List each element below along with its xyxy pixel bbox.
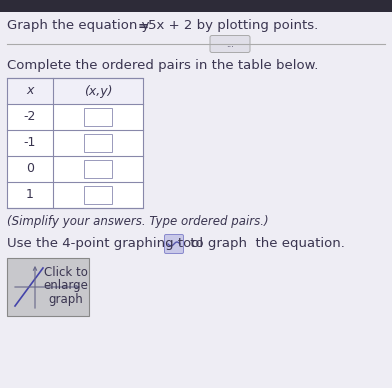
- FancyBboxPatch shape: [165, 234, 183, 253]
- Text: -1: -1: [24, 137, 36, 149]
- Text: enlarge: enlarge: [44, 279, 89, 293]
- Text: =: =: [138, 19, 149, 33]
- Text: ...: ...: [226, 40, 234, 49]
- FancyBboxPatch shape: [210, 35, 250, 52]
- Text: Use the 4-point graphing tool: Use the 4-point graphing tool: [7, 237, 203, 251]
- Bar: [84, 134, 112, 152]
- Text: -2: -2: [24, 111, 36, 123]
- Text: (x,y): (x,y): [84, 85, 112, 97]
- Text: to graph  the equation.: to graph the equation.: [186, 237, 345, 251]
- Bar: [84, 108, 112, 126]
- Bar: [84, 186, 112, 204]
- Text: 5x + 2 by plotting points.: 5x + 2 by plotting points.: [148, 19, 318, 33]
- Bar: [84, 160, 112, 178]
- Text: x: x: [26, 85, 34, 97]
- Text: Complete the ordered pairs in the table below.: Complete the ordered pairs in the table …: [7, 59, 318, 71]
- Text: (Simplify your answers. Type ordered pairs.): (Simplify your answers. Type ordered pai…: [7, 215, 269, 229]
- Text: 0: 0: [26, 163, 34, 175]
- Text: Click to: Click to: [44, 265, 88, 279]
- Text: Graph the equation y: Graph the equation y: [7, 19, 149, 33]
- Bar: [7, 78, 143, 104]
- Bar: [7, 78, 143, 208]
- Text: 1: 1: [26, 189, 34, 201]
- Bar: [7, 258, 89, 316]
- Bar: [0, 0, 392, 12]
- Text: graph: graph: [49, 293, 83, 307]
- Bar: [7, 78, 143, 208]
